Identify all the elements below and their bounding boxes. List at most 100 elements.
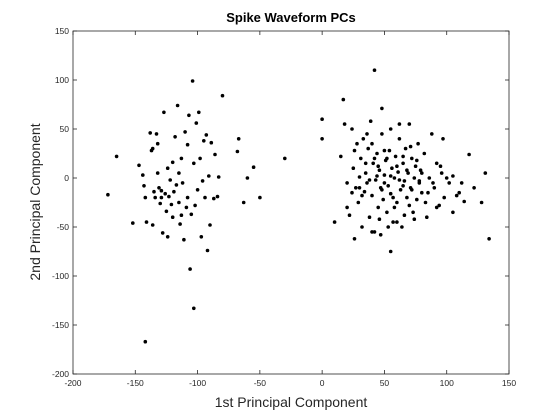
data-point [382, 173, 387, 177]
data-point [420, 190, 424, 195]
data-point [345, 181, 349, 185]
data-point [220, 93, 225, 98]
data-point [357, 175, 362, 179]
data-point [339, 154, 343, 159]
data-point [159, 188, 164, 193]
data-point [363, 171, 368, 175]
data-point [370, 193, 374, 198]
x-tick-label: -100 [189, 378, 206, 388]
data-point [372, 230, 377, 234]
data-point [380, 106, 384, 111]
data-point [153, 195, 157, 200]
data-point [165, 166, 170, 170]
y-tick-label: 150 [55, 26, 69, 36]
data-point [382, 148, 387, 153]
data-point [377, 168, 382, 172]
data-point [215, 194, 220, 199]
data-point [170, 160, 175, 165]
data-point [179, 156, 184, 161]
data-point [407, 203, 412, 208]
data-point [459, 181, 464, 185]
data-point [208, 223, 212, 227]
data-point [367, 178, 372, 182]
data-point [350, 190, 354, 195]
data-point [141, 173, 145, 177]
data-point [193, 203, 197, 208]
data-point [177, 171, 181, 175]
data-point [187, 113, 191, 118]
data-point [388, 127, 393, 131]
data-point [375, 151, 379, 156]
y-tick-label: -150 [52, 320, 69, 330]
data-point [194, 121, 199, 125]
data-point [410, 156, 414, 161]
x-axis-label: 1st Principal Component [215, 394, 368, 410]
data-point [390, 166, 394, 170]
data-point [155, 171, 160, 175]
data-point [183, 130, 187, 134]
data-point [160, 231, 165, 235]
data-point [454, 193, 459, 198]
data-point [251, 165, 256, 169]
data-point [148, 131, 152, 135]
data-point [200, 179, 205, 183]
data-point [190, 79, 195, 83]
data-point [479, 200, 484, 205]
data-point [173, 135, 177, 139]
data-point [430, 132, 434, 136]
data-point [212, 196, 216, 201]
data-point [362, 189, 367, 194]
data-point [380, 188, 384, 192]
data-point [377, 217, 382, 221]
data-point [189, 212, 194, 217]
data-point [354, 186, 358, 190]
data-point [320, 137, 324, 141]
data-point [447, 181, 452, 185]
data-point [137, 163, 141, 168]
data-point [350, 127, 354, 131]
data-point [457, 190, 462, 195]
data-point [167, 194, 171, 199]
data-point [178, 222, 182, 226]
data-point [451, 210, 455, 215]
data-point [415, 197, 419, 202]
data-point [361, 137, 366, 141]
data-point [365, 132, 369, 136]
data-point [182, 237, 186, 242]
data-point [425, 215, 429, 219]
data-point [378, 233, 383, 237]
data-point [426, 190, 430, 195]
data-point [236, 137, 241, 141]
data-point [388, 249, 393, 254]
data-point [177, 200, 181, 205]
data-point [401, 161, 405, 166]
data-point [165, 235, 170, 239]
axis-ticks: -200 -150 -100 -50 0 50 100 150 -200 -150 -100 -50 0… [52, 26, 516, 388]
x-tick-label: -200 [64, 378, 81, 388]
data-point [203, 195, 207, 200]
data-point [144, 220, 149, 224]
data-point [204, 133, 209, 137]
data-point [402, 179, 407, 183]
data-point [365, 181, 369, 185]
data-point [162, 110, 166, 115]
data-point [150, 223, 155, 227]
y-tick-label: -50 [57, 222, 70, 232]
data-point [434, 205, 439, 210]
data-point [345, 205, 349, 210]
y-tick-label: 50 [60, 124, 70, 134]
data-point [462, 199, 467, 204]
data-point [437, 203, 442, 208]
data-point [341, 97, 346, 102]
data-point [371, 161, 376, 166]
data-point [403, 146, 408, 151]
data-point [155, 141, 160, 146]
data-point [185, 195, 190, 200]
data-point [360, 225, 364, 229]
data-point [179, 213, 184, 217]
data-point [202, 139, 206, 143]
data-point [351, 166, 356, 170]
data-point [392, 205, 397, 210]
data-point [368, 119, 373, 123]
